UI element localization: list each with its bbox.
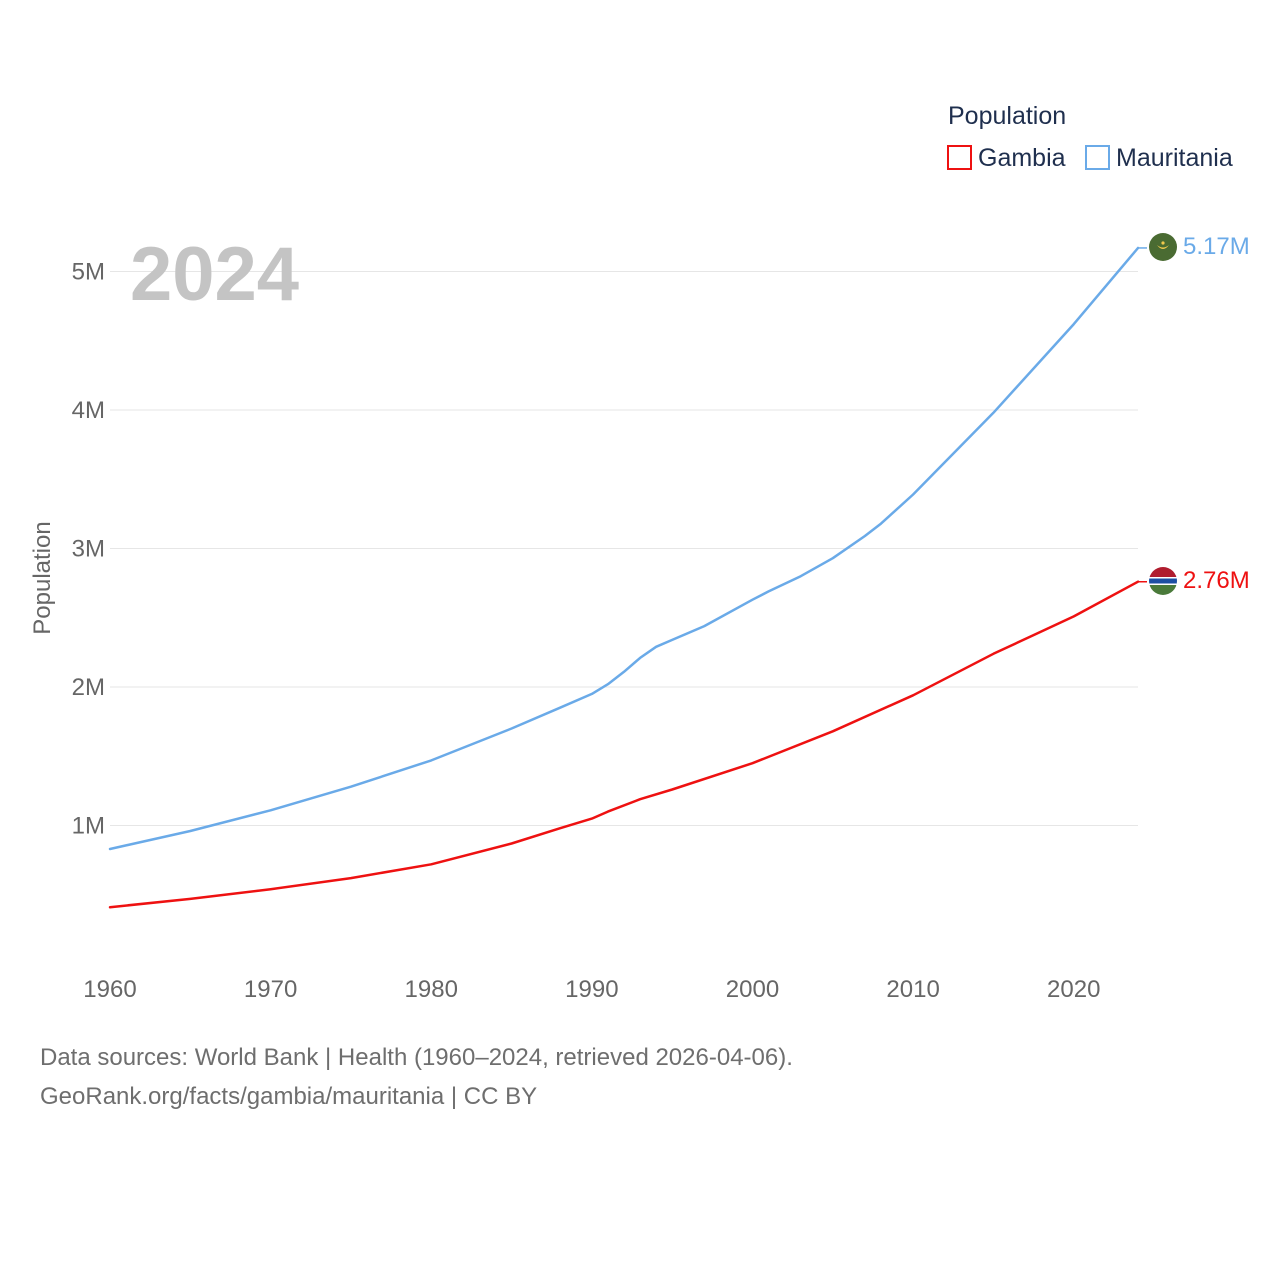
end-label-mauritania: 5.17M [1183, 233, 1250, 260]
legend-label-gambia: Gambia [978, 144, 1066, 172]
x-tick-label: 2020 [1047, 976, 1100, 1003]
series-line-mauritania[interactable] [108, 246, 1140, 851]
year-label: 2024 [130, 232, 299, 317]
y-tick-label: 3M [72, 536, 105, 563]
legend-swatch-gambia [947, 145, 972, 170]
legend-item-mauritania[interactable]: Mauritania [1085, 144, 1233, 172]
end-label-gambia: 2.76M [1183, 567, 1250, 594]
y-tick-label: 5M [72, 259, 105, 286]
x-tick-label: 2000 [726, 976, 779, 1003]
legend-item-gambia[interactable]: Gambia [947, 144, 1066, 172]
x-axis-ticks: 1960 1970 1980 1990 2000 2010 2020 [83, 976, 1100, 1003]
legend-label-mauritania: Mauritania [1116, 144, 1233, 172]
footer-sources: Data sources: World Bank | Health (1960–… [40, 1044, 793, 1071]
legend: Population Gambia Mauritania [947, 102, 1233, 172]
x-tick-label: 2010 [886, 976, 939, 1003]
footer-url[interactable]: GeoRank.org/facts/gambia/mauritania | CC… [40, 1083, 538, 1110]
legend-swatch-mauritania [1085, 145, 1110, 170]
gambia-flag-icon [1149, 567, 1177, 595]
legend-title: Population [948, 102, 1066, 130]
y-tick-label: 2M [72, 674, 105, 701]
y-tick-label: 1M [72, 813, 105, 840]
y-tick-label: 4M [72, 397, 105, 424]
x-tick-label: 1960 [83, 976, 136, 1003]
x-tick-label: 1970 [244, 976, 297, 1003]
y-axis-ticks: 1M 2M 3M 4M 5M [72, 259, 105, 840]
series-line-gambia[interactable] [108, 580, 1140, 909]
mauritania-flag-icon [1149, 233, 1177, 261]
series-layer [108, 246, 1147, 909]
x-tick-label: 1990 [565, 976, 618, 1003]
y-axis-title: Population [29, 521, 56, 634]
x-tick-label: 1980 [405, 976, 458, 1003]
gridlines [110, 271, 1138, 826]
